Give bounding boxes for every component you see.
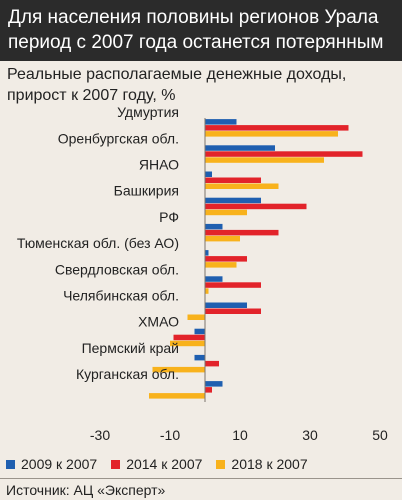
bar-2014 bbox=[205, 229, 279, 236]
source-text: Источник: АЦ «Эксперт» bbox=[6, 482, 166, 498]
legend: 2009 к 2007 2014 к 2007 2018 к 2007 bbox=[6, 455, 322, 473]
category-label: ЯНАО bbox=[139, 157, 179, 173]
x-tick-label: 10 bbox=[232, 427, 248, 443]
bar-2018 bbox=[205, 157, 324, 163]
category-label: Оренбургская обл. bbox=[58, 130, 179, 146]
legend-label-2014: 2014 к 2007 bbox=[126, 456, 203, 472]
bar-2018 bbox=[187, 314, 205, 320]
bar-2014 bbox=[205, 177, 261, 183]
legend-item-2018: 2018 к 2007 bbox=[216, 456, 308, 472]
subtitle-line-2: прирост к 2007 году, % bbox=[7, 87, 176, 104]
bar-2009 bbox=[205, 197, 261, 204]
chart-subtitle: Реальные располагаемые денежные доходы, … bbox=[7, 64, 397, 106]
bar-2009 bbox=[205, 171, 212, 177]
bar-2009 bbox=[194, 354, 205, 361]
title-line-2: период с 2007 года останется потерянным bbox=[8, 32, 384, 53]
x-tick-label: 30 bbox=[302, 427, 318, 443]
bar-2014 bbox=[205, 308, 261, 314]
category-label: Свердловская обл. bbox=[55, 261, 179, 277]
bar-2018 bbox=[205, 183, 279, 189]
source-footer: Источник: АЦ «Эксперт» bbox=[0, 478, 402, 500]
bar-2018 bbox=[205, 262, 237, 268]
legend-label-2009: 2009 к 2007 bbox=[21, 456, 98, 472]
bar-2014 bbox=[205, 256, 247, 262]
legend-item-2009: 2009 к 2007 bbox=[6, 456, 97, 472]
x-tick-label: 50 bbox=[372, 427, 388, 443]
bar-2014 bbox=[205, 125, 349, 131]
bar-2018 bbox=[205, 288, 209, 294]
bar-2009 bbox=[205, 223, 223, 230]
bar-2014 bbox=[205, 203, 307, 210]
category-label: Удмуртия bbox=[117, 104, 179, 120]
bar-2009 bbox=[205, 119, 237, 125]
bar-2018 bbox=[152, 366, 205, 373]
bar-2009 bbox=[205, 145, 275, 151]
subtitle-line-1: Реальные располагаемые денежные доходы, bbox=[7, 66, 347, 83]
bar-2014 bbox=[173, 334, 205, 341]
legend-label-2018: 2018 к 2007 bbox=[231, 456, 308, 472]
bar-2018 bbox=[149, 393, 205, 399]
bar-2014 bbox=[205, 282, 261, 288]
bar-2018 bbox=[170, 340, 205, 347]
category-label: РФ bbox=[159, 209, 179, 225]
category-label: Башкирия bbox=[114, 183, 179, 199]
bar-2014 bbox=[205, 151, 363, 157]
legend-swatch-2018 bbox=[216, 459, 226, 469]
category-label: Челябинская обл. bbox=[63, 288, 179, 304]
legend-swatch-2009 bbox=[6, 459, 15, 469]
header-banner: Для населения половины регионов Урала пе… bbox=[0, 0, 402, 61]
bar-2018 bbox=[205, 209, 247, 216]
x-tick-label: -30 bbox=[90, 427, 110, 443]
bar-2009 bbox=[205, 302, 247, 308]
bar-2009 bbox=[194, 328, 205, 335]
bar-2014 bbox=[205, 387, 212, 393]
category-label: Тюменская обл. (без АО) bbox=[17, 235, 179, 251]
bar-2009 bbox=[205, 381, 223, 387]
category-label: Пермский край bbox=[82, 340, 179, 356]
bar-2009 bbox=[205, 276, 223, 282]
bar-2009 bbox=[205, 250, 209, 256]
category-label: Курганская обл. bbox=[76, 366, 179, 382]
x-tick-label: -10 bbox=[160, 427, 180, 443]
legend-swatch-2014 bbox=[111, 459, 121, 469]
legend-item-2014: 2014 к 2007 bbox=[111, 456, 202, 472]
category-label: ХМАО bbox=[138, 314, 179, 330]
title-line-1: Для населения половины регионов Урала bbox=[8, 7, 379, 28]
bar-2014 bbox=[205, 360, 219, 367]
bar-2018 bbox=[205, 131, 338, 137]
bar-2018 bbox=[205, 235, 240, 242]
